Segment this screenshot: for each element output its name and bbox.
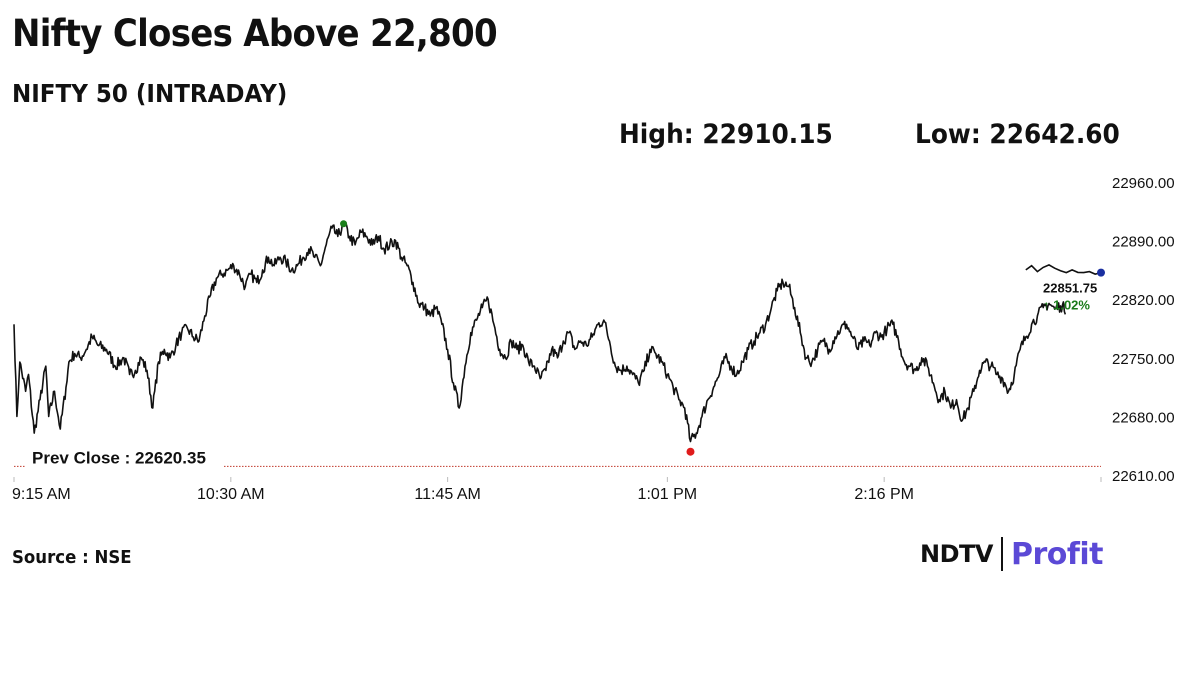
logo-ndtv-text: NDTV bbox=[920, 540, 993, 568]
y-axis: 22610.00 22750.00 22680.00 22820.00 22890.00… bbox=[1112, 175, 1175, 485]
x-tick-label: 1:01 PM bbox=[638, 486, 698, 503]
price-line bbox=[13, 220, 1067, 443]
intraday-line-chart: 22610.00 22750.00 22680.00 22820.00 22890.00… bbox=[12, 175, 1175, 503]
logo-divider bbox=[1000, 537, 1003, 571]
x-tick-label: 2:16 PM bbox=[854, 486, 914, 503]
change-percent-label: ↑ 1.02% bbox=[1043, 298, 1090, 313]
x-tick-label: 11:45 AM bbox=[414, 486, 480, 503]
x-tick-label: 10:30 AM bbox=[197, 486, 265, 503]
x-tick-label: 9:15 AM bbox=[12, 486, 71, 503]
y-tick-label: 22680.00 bbox=[1112, 409, 1175, 426]
prev-close-label-bg bbox=[26, 449, 224, 469]
y-tick-label: 22890.00 bbox=[1112, 234, 1175, 251]
high-marker bbox=[340, 220, 348, 228]
source-note: Source : NSE bbox=[12, 547, 132, 568]
y-tick-label: 22820.00 bbox=[1112, 292, 1175, 309]
y-tick-label: 22960.00 bbox=[1112, 175, 1175, 192]
prev-close-label: Prev Close : 22620.35 bbox=[32, 448, 206, 467]
price-series bbox=[13, 220, 1102, 443]
x-axis: 9:15 AM 10:30 AM 11:45 AM 1:01 PM 2:16 PM bbox=[12, 477, 1102, 503]
y-tick-label: 22750.00 bbox=[1112, 351, 1175, 368]
headline-title: Nifty Closes Above 22,800 bbox=[12, 12, 498, 55]
day-low-label: Low: 22642.60 bbox=[915, 119, 1120, 150]
chart-subtitle: NIFTY 50 (INTRADAY) bbox=[12, 79, 288, 108]
last-price-marker bbox=[1097, 268, 1105, 277]
low-marker bbox=[686, 447, 695, 456]
y-tick-label: 22610.00 bbox=[1112, 468, 1175, 485]
last-price-label: 22851.75 bbox=[1043, 281, 1097, 296]
logo-profit-text: Profit bbox=[1010, 536, 1104, 572]
price-line-tail bbox=[1025, 264, 1102, 275]
day-high-label: High: 22910.15 bbox=[619, 119, 833, 150]
ndtv-profit-logo: NDTV Profit bbox=[920, 534, 1104, 574]
